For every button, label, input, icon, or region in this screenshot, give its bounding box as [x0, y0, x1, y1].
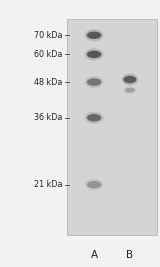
Text: 70 kDa: 70 kDa — [34, 31, 62, 40]
Ellipse shape — [87, 114, 101, 121]
Text: 21 kDa: 21 kDa — [34, 180, 62, 189]
Ellipse shape — [87, 78, 101, 86]
Ellipse shape — [87, 51, 101, 58]
Ellipse shape — [85, 112, 103, 124]
Ellipse shape — [123, 86, 136, 94]
Ellipse shape — [122, 73, 138, 85]
Ellipse shape — [125, 88, 135, 92]
Ellipse shape — [87, 32, 101, 39]
Ellipse shape — [85, 48, 103, 60]
Ellipse shape — [124, 76, 136, 83]
Ellipse shape — [87, 181, 101, 189]
Text: 48 kDa: 48 kDa — [34, 78, 62, 87]
Ellipse shape — [85, 76, 103, 88]
Text: 36 kDa: 36 kDa — [34, 113, 62, 122]
Ellipse shape — [85, 179, 103, 191]
Ellipse shape — [85, 29, 103, 41]
Bar — [67, 19, 157, 235]
Text: 60 kDa: 60 kDa — [34, 50, 62, 59]
Text: A: A — [91, 250, 98, 260]
Text: B: B — [126, 250, 133, 260]
